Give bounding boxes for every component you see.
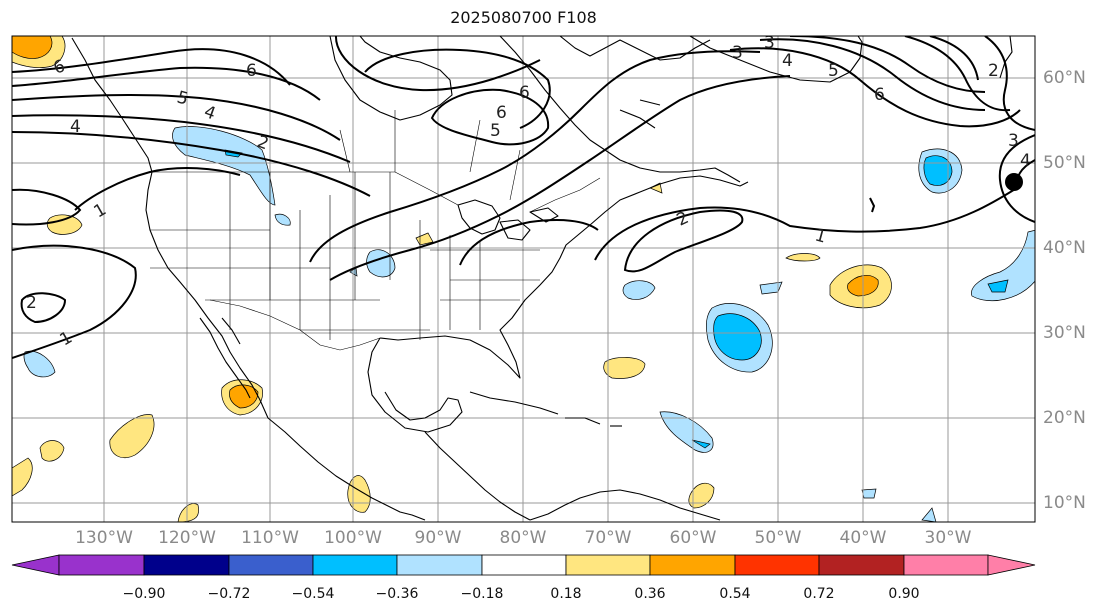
central-america (424, 431, 531, 521)
shade-orange-baja (229, 384, 259, 409)
great-lakes (457, 199, 559, 241)
south-america-north (529, 489, 721, 521)
contour-label: 4 (70, 117, 81, 137)
contour-label: 5 (175, 88, 191, 110)
shade-blue-small-c (921, 507, 937, 522)
contour-label: 3 (764, 33, 775, 53)
colorbar-segment (565, 554, 651, 576)
colorbar-tick-label: 0.18 (550, 586, 582, 602)
colorbar-tick-label: −0.36 (375, 586, 419, 602)
latitude-label: 60°N (1043, 68, 1086, 88)
shade-blue-mid-atlantic (622, 280, 656, 300)
longitude-label: 70°W (584, 528, 632, 548)
colorbar-tick-label: 0.90 (888, 586, 920, 602)
cuba (469, 391, 559, 415)
latitude-label: 20°N (1043, 408, 1086, 428)
contour-label: 3 (732, 43, 743, 63)
shade-yellow-pacific-south-b (39, 440, 65, 462)
shade-yellow-mid-atlantic (603, 357, 646, 379)
shade-orange-nw-corner (12, 36, 53, 59)
colorbar-tick-label: −0.72 (207, 586, 251, 602)
shade-yellow-pacific-south-c (12, 457, 33, 497)
contour-label: 6 (246, 61, 257, 81)
shade-blue-small-b (861, 488, 877, 499)
colorbar-segment (58, 554, 145, 576)
contour-label: 4 (782, 51, 793, 71)
shade-yellow-pacific-bottom (177, 503, 199, 522)
colorbar-extend-high (987, 554, 1036, 576)
colorbar-tick-label: −0.54 (291, 586, 335, 602)
contour-label: 1 (813, 226, 829, 248)
shade-yellow-atlantic-strip (785, 253, 821, 262)
contour-lines (12, 36, 1035, 359)
contour-label: 6 (874, 85, 885, 105)
contour-label: 4 (1020, 151, 1031, 171)
map-frame (11, 35, 1036, 523)
location-marker (1005, 173, 1023, 191)
shaded-regions (12, 36, 1035, 522)
shade-blue-atlantic-core (713, 313, 762, 361)
longitude-label: 80°W (499, 528, 547, 548)
colorbar-segment (143, 554, 230, 576)
longitude-label: 90°W (414, 528, 462, 548)
longitude-label: 40°W (839, 528, 887, 548)
contour-label: 3 (1008, 131, 1019, 151)
shade-blue-far-east (971, 229, 1035, 302)
contour-label: 2 (988, 61, 999, 81)
longitude-label: 60°W (669, 528, 717, 548)
shade-yellow-pacific (46, 214, 83, 235)
gulf-of-mexico-coast (379, 175, 749, 379)
hispaniola (565, 417, 601, 425)
baja-peninsula (199, 317, 251, 399)
contour-label: 6 (519, 83, 530, 103)
colorbar-segment (818, 554, 905, 576)
west-africa-hint (999, 36, 1013, 79)
mexico-east-coast (367, 337, 463, 433)
colorbar-tick-label: −0.18 (460, 586, 504, 602)
shade-blue-caribbean-core (691, 439, 711, 449)
latitude-label: 30°N (1043, 323, 1086, 343)
colorbar-segment (396, 554, 483, 576)
labrador-coast (499, 36, 741, 183)
political-borders (150, 110, 601, 351)
longitude-label: 100°W (324, 528, 382, 548)
contour-label: 5 (828, 61, 839, 81)
colorbar-tick-label: 0.54 (719, 586, 751, 602)
hudson-bay (329, 36, 453, 121)
longitude-label: 120°W (158, 528, 216, 548)
longitude-label: 50°W (754, 528, 802, 548)
colorbar-segment (734, 554, 820, 576)
shade-blue-idaho (274, 213, 291, 226)
latitude-label: 50°N (1043, 153, 1086, 173)
contour-label: 6 (496, 103, 507, 123)
colorbar-tick-label: 0.36 (634, 586, 666, 602)
contour-label: 5 (490, 121, 501, 141)
shade-blue-far-east-core (987, 279, 1009, 293)
north-america-west-coast (71, 37, 426, 521)
gridlines (12, 36, 1035, 522)
shade-yellow-pacific-south-a (109, 414, 155, 459)
colorbar-tick-label: 0.72 (803, 586, 835, 602)
colorbar-segment (903, 554, 989, 576)
colorbar-segment (312, 554, 398, 576)
colorbar (11, 554, 1036, 576)
contour-label: 2 (26, 293, 37, 313)
chart-title: 2025080700 F108 (450, 8, 597, 27)
shade-blue-pacific-sw (23, 350, 56, 378)
latitude-label: 40°N (1043, 238, 1086, 258)
greenland (689, 36, 863, 83)
longitude-label: 130°W (75, 528, 133, 548)
coastlines (71, 36, 1013, 521)
colorbar-tick-label: −0.90 (122, 586, 166, 602)
colorbar-segment (481, 554, 567, 576)
latitude-label: 10°N (1043, 493, 1086, 513)
colorbar-segment (228, 554, 314, 576)
longitude-label: 30°W (924, 528, 972, 548)
longitude-label: 110°W (241, 528, 299, 548)
colorbar-segment (649, 554, 736, 576)
colorbar-extend-low (11, 554, 60, 576)
